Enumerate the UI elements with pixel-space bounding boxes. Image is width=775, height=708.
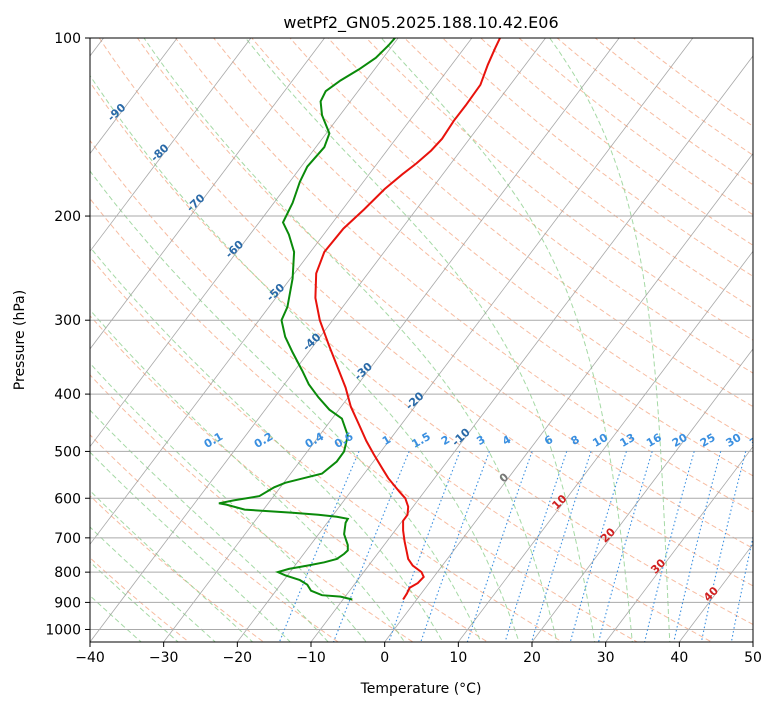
dry-adiabat xyxy=(289,38,753,408)
mixing-ratio-line xyxy=(730,534,753,642)
isotherm xyxy=(384,152,753,642)
x-tick-label: 40 xyxy=(670,650,688,666)
isotherm xyxy=(310,55,753,642)
moist-adiabat xyxy=(90,451,292,642)
y-tick-label: 1000 xyxy=(45,622,81,638)
x-tick-label: −20 xyxy=(223,650,253,666)
isotherm xyxy=(678,543,753,642)
mixing-ratio-line xyxy=(420,451,490,642)
x-tick-label: −40 xyxy=(75,650,105,666)
dry-adiabat xyxy=(98,38,753,587)
x-tick-label: 10 xyxy=(449,650,467,666)
isotherm xyxy=(90,38,178,155)
x-tick-label: 20 xyxy=(523,650,541,666)
grid-layer xyxy=(90,38,753,642)
dry-adiabat xyxy=(90,81,753,626)
dry-adiabat xyxy=(480,38,753,246)
axis-layer: −40 −30 −20 −10 0 10 20 30 40 50 100 200 300 400 500 60… xyxy=(45,31,762,666)
mixing-ratio-line xyxy=(531,451,592,642)
isotherm xyxy=(90,38,252,252)
y-tick-label: 700 xyxy=(54,531,81,547)
x-axis-label: Temperature (°C) xyxy=(360,681,482,697)
moist-adiabat xyxy=(90,74,520,642)
dry-adiabat xyxy=(213,38,753,477)
moist-adiabat xyxy=(549,38,671,642)
x-tick-label: 0 xyxy=(380,650,389,666)
isotherm xyxy=(90,38,399,448)
isotherm xyxy=(90,38,326,350)
dry-adiabat xyxy=(174,38,753,513)
mixing-ratio-label: 36 xyxy=(747,431,767,450)
isotherm xyxy=(163,38,620,642)
y-tick-label: 500 xyxy=(54,444,81,460)
mixing-ratio-line xyxy=(333,451,410,642)
x-tick-label: −30 xyxy=(149,650,179,666)
moist-adiabat xyxy=(90,409,329,642)
y-tick-label: 100 xyxy=(54,31,81,47)
isotherm xyxy=(605,445,753,642)
isotherm xyxy=(457,250,753,642)
mixing-ratio-line xyxy=(278,451,360,642)
y-tick-label: 900 xyxy=(54,595,81,611)
moist-adiabat xyxy=(90,362,367,642)
series-layer xyxy=(218,38,502,601)
moist-adiabat xyxy=(380,38,633,642)
y-tick-label: 200 xyxy=(54,209,81,225)
dry-adiabat xyxy=(556,38,753,186)
x-tick-label: 50 xyxy=(744,650,762,666)
mixing-ratio-line xyxy=(644,451,695,642)
dry-adiabat xyxy=(90,256,564,642)
y-tick-label: 400 xyxy=(54,387,81,403)
plot-frame xyxy=(89,37,754,643)
mixing-ratio-line xyxy=(700,451,747,642)
isotherm xyxy=(236,38,694,642)
moist-adiabat xyxy=(244,38,596,642)
dewpoint-profile xyxy=(218,38,396,601)
isotherm xyxy=(531,348,753,642)
mixing-ratio-line xyxy=(673,451,722,642)
y-axis-label: Pressure (hPa) xyxy=(12,290,28,390)
dry-adiabat xyxy=(136,38,753,549)
mixing-ratio-line xyxy=(569,451,627,642)
dry-adiabat xyxy=(90,197,639,642)
dry-adiabat xyxy=(365,38,753,341)
moist-adiabat xyxy=(90,309,406,642)
x-tick-label: −10 xyxy=(296,650,326,666)
chart-title: wetPf2_GN05.2025.188.10.42.E06 xyxy=(283,13,558,33)
temperature-profile xyxy=(314,38,502,601)
isotherm xyxy=(90,38,473,545)
y-tick-label: 800 xyxy=(54,565,81,581)
moist-adiabat xyxy=(90,246,444,642)
dry-adiabat xyxy=(632,38,753,127)
y-tick-label: 300 xyxy=(54,313,81,329)
mixing-ratio-line xyxy=(388,451,461,642)
x-tick-label: 30 xyxy=(597,650,615,666)
moist-adiabat xyxy=(143,38,558,642)
y-tick-label: 600 xyxy=(54,491,81,507)
dry-adiabat xyxy=(90,139,713,642)
dry-adiabat xyxy=(403,38,753,309)
dry-adiabat xyxy=(90,374,414,642)
